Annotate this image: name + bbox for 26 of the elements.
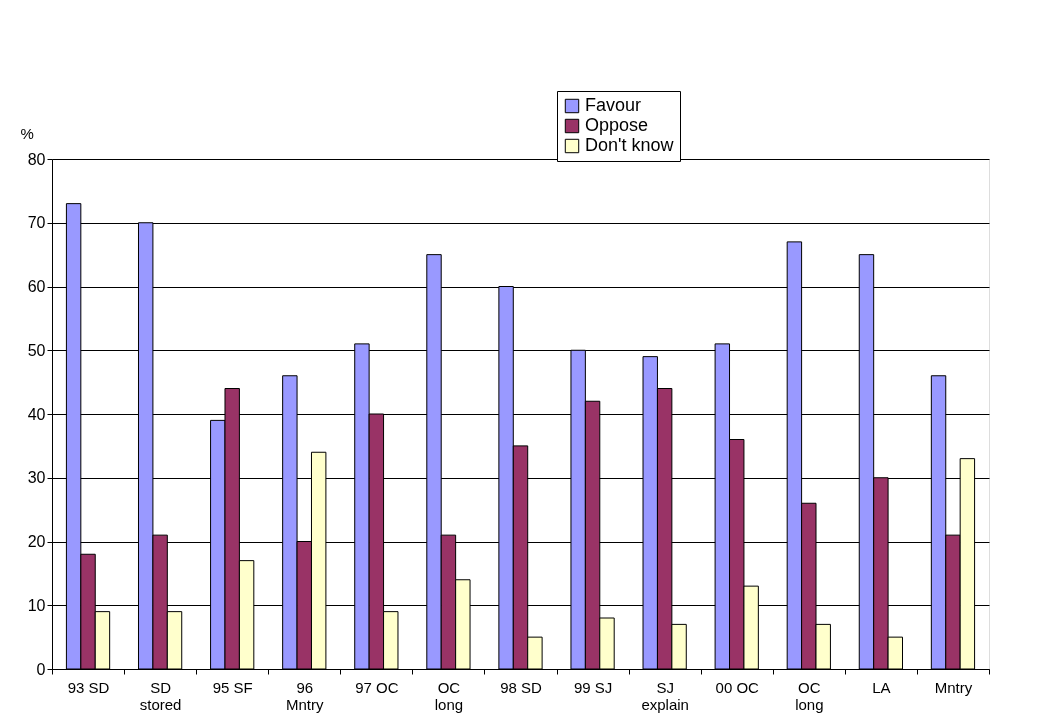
y-tick-label: 50 [27, 341, 46, 359]
x-tick-label: OC long [795, 678, 824, 713]
y-tick-label: 20 [27, 533, 46, 550]
x-tick-label: 96 Mntry [286, 678, 325, 713]
x-tick-label: SJ explain [641, 678, 689, 713]
y-tick-label: 0 [36, 660, 46, 678]
y-tick-label: 30 [27, 469, 46, 487]
x-tick-label: SD stored [139, 678, 182, 713]
y-tick-label: 80 [27, 150, 46, 168]
legend-label: Favour [585, 95, 642, 115]
x-tick-label: LA [872, 678, 891, 696]
y-tick-label: 10 [27, 596, 46, 614]
x-tick-label: 99 SJ [573, 678, 613, 696]
x-tick-label: OC long [434, 678, 464, 713]
legend-label: Don't know [585, 135, 675, 155]
y-tick-label: 40 [27, 405, 46, 423]
x-tick-label: 93 SD [67, 678, 110, 696]
x-tick-label: 00 OC [715, 678, 760, 696]
y-tick-label: 60 [27, 278, 46, 295]
x-tick-label: 98 SD [500, 678, 543, 696]
legend-label: Oppose [585, 115, 649, 135]
y-tick-label: 70 [27, 214, 46, 232]
y-axis-title: % [20, 124, 34, 142]
x-tick-label: 97 OC [355, 678, 399, 696]
x-tick-label: 95 SF [212, 678, 253, 696]
x-tick-label: Mntry [934, 678, 973, 696]
